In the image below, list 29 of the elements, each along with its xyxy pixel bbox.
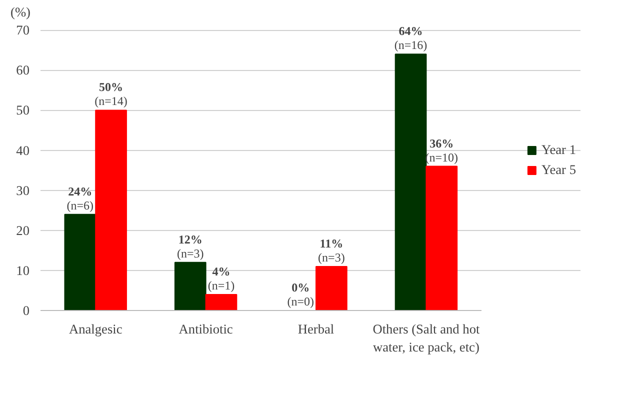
y-tick-label: 10 xyxy=(16,262,30,278)
data-label: 11% (n=3) xyxy=(318,236,345,264)
data-label: 24% (n=6) xyxy=(66,184,94,212)
bar xyxy=(316,266,348,310)
x-tick-label: Herbal xyxy=(298,322,334,336)
y-tick-label: 70 xyxy=(16,22,30,38)
legend-label: Year 5 xyxy=(541,162,576,178)
bar xyxy=(426,166,458,310)
bar xyxy=(174,262,206,310)
y-tick-label: 30 xyxy=(16,182,30,198)
data-label: 0% (n=0) xyxy=(287,280,314,308)
y-tick-label: 20 xyxy=(16,222,30,238)
y-axis-title: (%) xyxy=(10,4,30,20)
bar xyxy=(64,214,96,310)
x-tick-label: Analgesic xyxy=(68,322,122,336)
data-label: 64% (n=16) xyxy=(394,24,428,52)
legend-label: Year 1 xyxy=(541,142,576,158)
data-label: 50% (n=14) xyxy=(94,80,128,108)
y-tick-label: 60 xyxy=(16,62,30,78)
data-label: 4% (n=1) xyxy=(208,264,235,292)
x-tick-label: Antibiotic xyxy=(178,322,233,336)
data-label: 12% (n=3) xyxy=(177,232,204,260)
bar xyxy=(95,110,127,310)
bar xyxy=(205,294,238,310)
y-tick-label: 50 xyxy=(16,102,30,118)
x-tick-label: Others (Salt and hot water, ice pack, etc) xyxy=(372,322,480,354)
y-tick-label: 0 xyxy=(22,303,30,318)
bar xyxy=(394,54,427,310)
y-tick-label: 40 xyxy=(16,142,30,158)
